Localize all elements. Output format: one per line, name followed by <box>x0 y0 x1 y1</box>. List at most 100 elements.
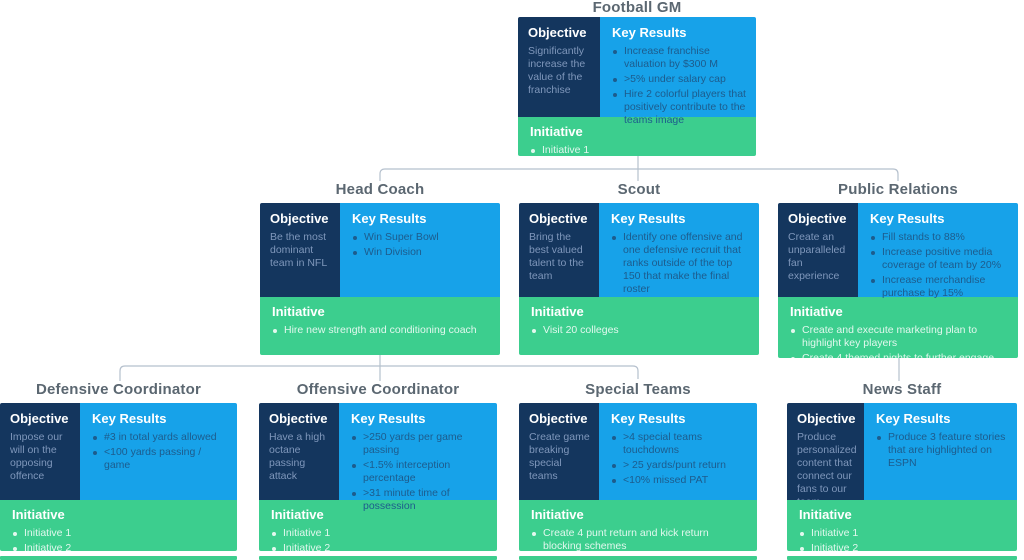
key-results-section: Key Results Win Super Bowl Win Division <box>340 203 500 297</box>
objective-heading: Objective <box>10 411 69 426</box>
key-result-item: Fill stands to 88% <box>870 231 1008 244</box>
key-result-item: #3 in total yards allowed <box>92 431 227 444</box>
initiative-item: Create and execute marketing plan to hig… <box>790 324 1006 350</box>
card-title-special-teams: Special Teams <box>585 381 691 398</box>
initiative-item: Initiative 1 <box>530 144 744 156</box>
initiative-item: Initiative 2 <box>799 542 1005 551</box>
objective-text: Impose our will on the opposing offence <box>10 431 63 482</box>
okr-node-public-relations: Public Relations Objective Create an unp… <box>778 182 1018 358</box>
okr-card-scout[interactable]: Objective Bring the best valued talent t… <box>519 203 759 355</box>
objective-text: Create game breaking special teams <box>529 431 590 482</box>
key-result-item: >5% under salary cap <box>612 73 746 86</box>
initiative-item: Create 4 punt return and kick return blo… <box>531 527 745 551</box>
okr-card-defensive-coordinator[interactable]: Objective Impose our will on the opposin… <box>0 403 237 551</box>
connector-row2-rail <box>379 168 899 181</box>
initiative-item: Visit 20 colleges <box>531 324 747 337</box>
okr-node-news-staff: News Staff Objective Produce personalize… <box>787 382 1017 551</box>
objective-section: Objective Impose our will on the opposin… <box>0 403 80 500</box>
key-result-item: Increase merchandise purchase by 15% <box>870 274 1008 300</box>
initiative-section: Initiative Create 4 punt return and kick… <box>519 500 757 551</box>
key-results-heading: Key Results <box>611 211 686 226</box>
initiative-heading: Initiative <box>790 304 843 319</box>
objective-heading: Objective <box>270 211 329 226</box>
objective-heading: Objective <box>529 411 588 426</box>
key-result-item: Win Super Bowl <box>352 231 490 244</box>
key-result-item: Win Division <box>352 246 490 259</box>
objective-heading: Objective <box>528 25 587 40</box>
key-result-item: Identify one offensive and one defensive… <box>611 231 749 296</box>
key-result-item: >4 special teams touchdowns <box>611 431 747 457</box>
objective-section: Objective Produce personalized content t… <box>787 403 864 508</box>
okr-node-special-teams: Special Teams Objective Create game brea… <box>519 382 757 551</box>
initiative-item: Hire new strength and conditioning coach <box>272 324 488 337</box>
initiative-item: Initiative 1 <box>271 527 485 540</box>
objective-heading: Objective <box>269 411 328 426</box>
objective-text: Have a high octane passing attack <box>269 431 326 482</box>
key-result-item: >250 yards per game passing <box>351 431 487 457</box>
key-results-section: Key Results Increase franchise valuation… <box>600 17 756 126</box>
initiative-section: Initiative Visit 20 colleges <box>519 297 759 355</box>
cutoff-card-edge <box>0 556 237 560</box>
key-result-item: Increase positive media coverage of team… <box>870 246 1008 272</box>
initiative-section: Initiative Initiative 1 Initiative 2 <box>0 500 237 551</box>
okr-card-head-coach[interactable]: Objective Be the most dominant team in N… <box>260 203 500 355</box>
initiative-heading: Initiative <box>799 507 852 522</box>
card-title-offensive-coordinator: Offensive Coordinator <box>296 381 460 398</box>
okr-card-special-teams[interactable]: Objective Create game breaking special t… <box>519 403 757 551</box>
okr-card-public-relations[interactable]: Objective Create an unparalleled fan exp… <box>778 203 1018 358</box>
okr-card-offensive-coordinator[interactable]: Objective Have a high octane passing att… <box>259 403 497 551</box>
okr-node-head-coach: Head Coach Objective Be the most dominan… <box>260 182 500 355</box>
key-results-heading: Key Results <box>352 211 427 226</box>
card-title-scout: Scout <box>617 181 661 198</box>
card-title-public-relations: Public Relations <box>838 181 958 198</box>
initiative-heading: Initiative <box>531 507 584 522</box>
key-result-item: <100 yards passing / game <box>92 446 227 472</box>
objective-section: Objective Have a high octane passing att… <box>259 403 339 500</box>
objective-section: Objective Bring the best valued talent t… <box>519 203 599 297</box>
okr-node-football-gm: Football GM Objective Significantly incr… <box>518 0 756 156</box>
objective-section: Objective Significantly increase the val… <box>518 17 600 117</box>
key-result-item: Increase franchise valuation by $300 M <box>612 45 746 71</box>
initiative-section: Initiative Initiative 1 Initiative 2 <box>259 500 497 551</box>
key-results-heading: Key Results <box>870 211 945 226</box>
initiative-section: Initiative Create and execute marketing … <box>778 297 1018 358</box>
initiative-item: Create 4 themed nights to further engage… <box>790 352 1006 358</box>
key-results-section: Key Results #3 in total yards allowed <1… <box>80 403 237 500</box>
key-results-heading: Key Results <box>612 25 687 40</box>
objective-heading: Objective <box>529 211 588 226</box>
key-result-item: > 25 yards/punt return <box>611 459 747 472</box>
key-result-item: Produce 3 feature stories that are highl… <box>876 431 1007 470</box>
initiative-section: Initiative Initiative 1 <box>518 117 756 156</box>
initiative-section: Initiative Initiative 1 Initiative 2 <box>787 500 1017 551</box>
card-title-news-staff: News Staff <box>862 381 942 398</box>
key-result-item: <10% missed PAT <box>611 474 747 487</box>
initiative-heading: Initiative <box>272 304 325 319</box>
objective-heading: Objective <box>788 211 847 226</box>
cutoff-card-edge <box>787 556 1017 560</box>
card-title-head-coach: Head Coach <box>335 181 425 198</box>
okr-card-football-gm[interactable]: Objective Significantly increase the val… <box>518 17 756 156</box>
objective-section: Objective Create game breaking special t… <box>519 403 599 500</box>
key-results-heading: Key Results <box>876 411 951 426</box>
key-result-item: >31 minute time of possession <box>351 487 487 513</box>
okr-card-news-staff[interactable]: Objective Produce personalized content t… <box>787 403 1017 551</box>
key-results-section: Key Results Produce 3 feature stories th… <box>864 403 1017 500</box>
initiative-item: Initiative 2 <box>12 542 225 551</box>
objective-text: Produce personalized content that connec… <box>797 431 857 508</box>
card-title-defensive-coordinator: Defensive Coordinator <box>35 381 202 398</box>
card-title-football-gm: Football GM <box>592 0 682 16</box>
okr-node-offensive-coordinator: Offensive Coordinator Objective Have a h… <box>259 382 497 551</box>
objective-text: Bring the best valued talent to the team <box>529 231 584 282</box>
initiative-item: Initiative 1 <box>799 527 1005 540</box>
key-results-heading: Key Results <box>351 411 426 426</box>
initiative-item: Initiative 2 <box>271 542 485 551</box>
initiative-heading: Initiative <box>12 507 65 522</box>
key-results-heading: Key Results <box>611 411 686 426</box>
key-results-section: Key Results >250 yards per game passing … <box>339 403 497 512</box>
initiative-heading: Initiative <box>271 507 324 522</box>
initiative-item: Initiative 1 <box>12 527 225 540</box>
okr-node-scout: Scout Objective Bring the best valued ta… <box>519 182 759 355</box>
initiative-heading: Initiative <box>530 124 583 139</box>
cutoff-card-edge <box>519 556 757 560</box>
